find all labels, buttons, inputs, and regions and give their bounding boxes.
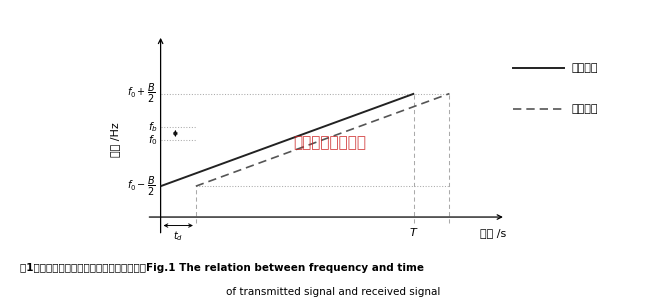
Text: 回波信号: 回波信号 — [571, 104, 598, 114]
Text: $f_b$: $f_b$ — [149, 120, 158, 134]
Text: $f_0$: $f_0$ — [149, 133, 158, 147]
Text: $f_0+\dfrac{B}{2}$: $f_0+\dfrac{B}{2}$ — [127, 82, 155, 105]
Text: 江苏华云流量计厂: 江苏华云流量计厂 — [293, 135, 366, 150]
Text: $T$: $T$ — [410, 226, 419, 238]
Text: of transmitted signal and received signal: of transmitted signal and received signa… — [226, 287, 440, 297]
Text: $f_0-\dfrac{B}{2}$: $f_0-\dfrac{B}{2}$ — [127, 175, 155, 198]
Text: 时间 /s: 时间 /s — [480, 228, 505, 238]
Text: 图1发射信号与回波信号的频率与时间的关系Fig.1 The relation between frequency and time: 图1发射信号与回波信号的频率与时间的关系Fig.1 The relation b… — [20, 263, 424, 273]
Text: 频率 /Hz: 频率 /Hz — [110, 123, 120, 157]
Text: 发射信号: 发射信号 — [571, 63, 598, 73]
Text: $t_d$: $t_d$ — [173, 230, 183, 243]
